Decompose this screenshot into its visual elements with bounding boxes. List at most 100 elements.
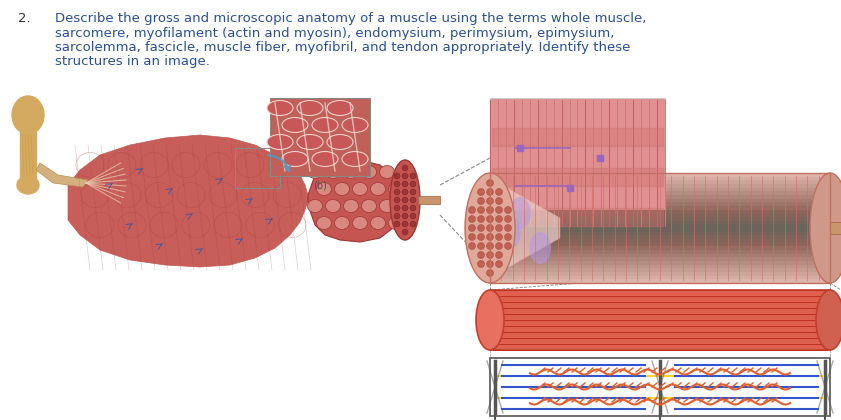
Bar <box>490 224 830 232</box>
Ellipse shape <box>342 118 368 132</box>
Bar <box>418 196 440 204</box>
Ellipse shape <box>297 134 323 150</box>
Ellipse shape <box>402 213 408 219</box>
Ellipse shape <box>362 200 377 213</box>
Ellipse shape <box>505 242 511 249</box>
Ellipse shape <box>495 252 503 258</box>
Bar <box>490 210 830 247</box>
Bar <box>490 206 830 250</box>
Polygon shape <box>490 178 560 278</box>
Text: structures in an image.: structures in an image. <box>55 55 210 68</box>
Ellipse shape <box>495 189 503 195</box>
Ellipse shape <box>312 118 338 132</box>
Ellipse shape <box>394 213 400 219</box>
Ellipse shape <box>495 197 503 205</box>
Ellipse shape <box>390 160 420 240</box>
Polygon shape <box>68 135 308 267</box>
Ellipse shape <box>495 215 503 223</box>
Polygon shape <box>36 163 88 187</box>
Ellipse shape <box>810 173 841 283</box>
Bar <box>490 213 830 243</box>
Ellipse shape <box>468 234 475 241</box>
Bar <box>270 98 370 176</box>
Ellipse shape <box>486 189 494 195</box>
Ellipse shape <box>389 216 404 229</box>
Ellipse shape <box>267 100 293 116</box>
Ellipse shape <box>410 205 416 211</box>
Ellipse shape <box>352 216 368 229</box>
Ellipse shape <box>282 118 308 132</box>
Bar <box>490 199 830 257</box>
Ellipse shape <box>486 260 494 268</box>
Ellipse shape <box>308 165 322 178</box>
Ellipse shape <box>389 183 404 195</box>
Ellipse shape <box>478 252 484 258</box>
Ellipse shape <box>402 189 408 195</box>
Ellipse shape <box>267 134 293 150</box>
Bar <box>490 195 830 261</box>
Ellipse shape <box>316 183 331 195</box>
Ellipse shape <box>379 165 394 178</box>
Ellipse shape <box>505 234 511 241</box>
Text: Describe the gross and microscopic anatomy of a muscle using the terms whole mus: Describe the gross and microscopic anato… <box>55 12 647 25</box>
Text: sarcolemma, fascicle, muscle fiber, myofibril, and tendon appropriately. Identif: sarcolemma, fascicle, muscle fiber, myof… <box>55 41 631 54</box>
Ellipse shape <box>468 225 475 231</box>
Bar <box>235 148 280 188</box>
Ellipse shape <box>486 197 494 205</box>
Ellipse shape <box>478 207 484 213</box>
Bar <box>490 217 830 239</box>
Bar <box>490 184 830 272</box>
Ellipse shape <box>312 152 338 166</box>
Ellipse shape <box>495 260 503 268</box>
Ellipse shape <box>505 215 511 223</box>
Ellipse shape <box>478 225 484 231</box>
Ellipse shape <box>371 183 385 195</box>
Ellipse shape <box>327 100 353 116</box>
Ellipse shape <box>12 96 44 134</box>
Bar <box>490 180 830 276</box>
Ellipse shape <box>476 290 504 350</box>
Ellipse shape <box>402 173 408 179</box>
Ellipse shape <box>468 242 475 249</box>
Ellipse shape <box>478 189 484 195</box>
Bar <box>490 188 830 268</box>
Ellipse shape <box>486 270 494 276</box>
Ellipse shape <box>495 225 503 231</box>
Bar <box>830 222 841 234</box>
Ellipse shape <box>410 197 416 203</box>
Ellipse shape <box>394 205 400 211</box>
Ellipse shape <box>486 252 494 258</box>
Polygon shape <box>308 160 405 242</box>
Bar <box>490 290 830 350</box>
Ellipse shape <box>410 189 416 195</box>
Ellipse shape <box>478 260 484 268</box>
Ellipse shape <box>529 232 551 264</box>
Ellipse shape <box>478 234 484 241</box>
Ellipse shape <box>316 216 331 229</box>
Ellipse shape <box>352 183 368 195</box>
Ellipse shape <box>465 173 515 283</box>
Ellipse shape <box>362 165 377 178</box>
Bar <box>490 358 830 416</box>
Ellipse shape <box>402 229 408 235</box>
Ellipse shape <box>402 181 408 187</box>
Ellipse shape <box>486 242 494 249</box>
Ellipse shape <box>478 242 484 249</box>
Ellipse shape <box>342 152 368 166</box>
Ellipse shape <box>335 216 350 229</box>
Bar <box>490 98 665 228</box>
Ellipse shape <box>327 134 353 150</box>
Ellipse shape <box>486 215 494 223</box>
Ellipse shape <box>394 197 400 203</box>
Ellipse shape <box>297 100 323 116</box>
Text: 2.: 2. <box>18 12 30 25</box>
Ellipse shape <box>816 290 841 350</box>
Ellipse shape <box>499 217 521 249</box>
Ellipse shape <box>335 183 350 195</box>
Ellipse shape <box>325 165 341 178</box>
Ellipse shape <box>410 181 416 187</box>
Ellipse shape <box>402 205 408 211</box>
Ellipse shape <box>468 215 475 223</box>
Ellipse shape <box>410 213 416 219</box>
Ellipse shape <box>394 189 400 195</box>
